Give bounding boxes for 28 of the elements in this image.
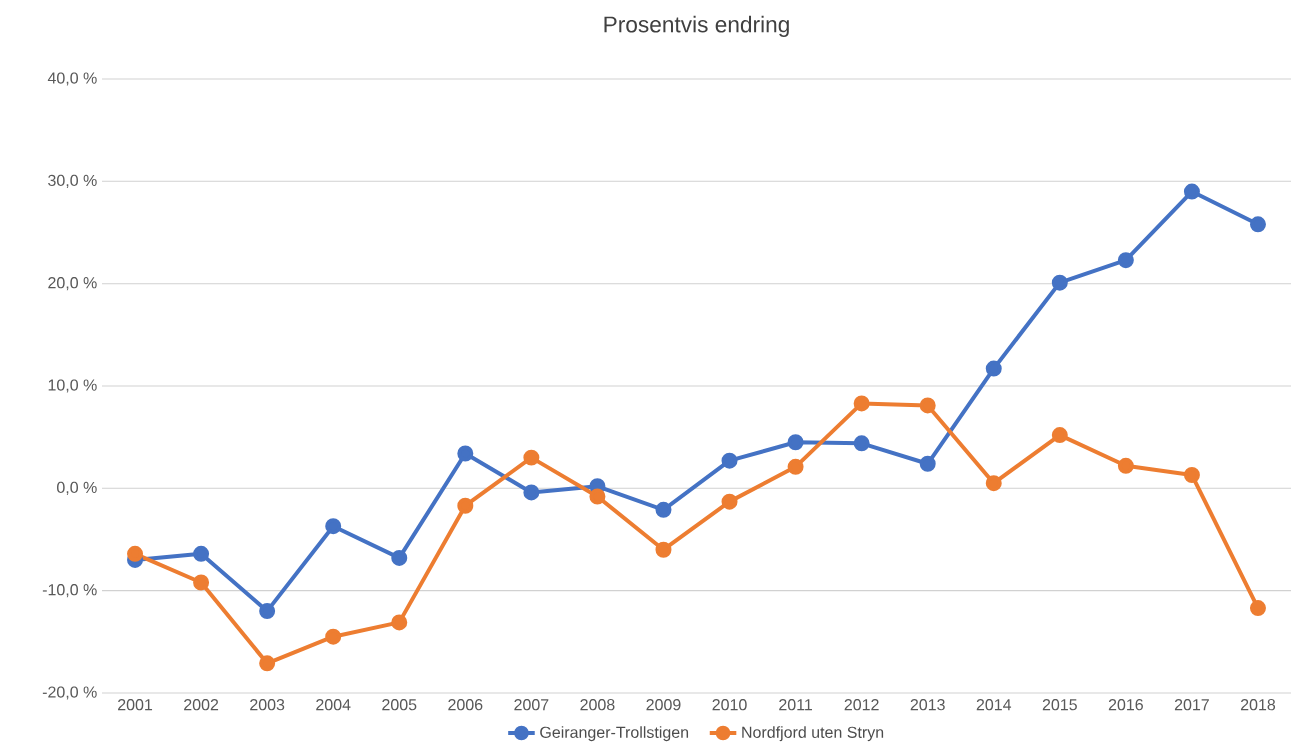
x-tick-label: 2011 [779, 699, 812, 711]
y-tick-label: -20,0 % [42, 686, 97, 700]
x-tick-label: 2016 [1108, 699, 1143, 711]
x-tick-label: 2005 [382, 699, 417, 711]
y-tick-label: 30,0 % [48, 174, 97, 188]
x-tick-label: 2004 [316, 699, 351, 711]
x-tick-label: 2007 [514, 699, 549, 711]
x-tick-label: 2003 [250, 699, 285, 711]
y-tick-label: 40,0 % [47, 72, 97, 86]
x-tick-label: 2012 [844, 699, 879, 711]
x-tick-label: 2002 [184, 699, 219, 711]
x-tick-label: 2008 [580, 699, 615, 711]
chart-title: Prosentvis endring [604, 15, 789, 37]
x-tick-label: 2006 [448, 699, 483, 711]
x-tick-label: 2010 [712, 699, 747, 711]
x-tick-label: 2015 [1042, 699, 1077, 711]
x-tick-label: 2001 [118, 699, 153, 711]
legend-label: Geiranger-Trollstigen [540, 726, 689, 742]
y-tick-label: -10,0 % [42, 584, 97, 598]
x-tick-label: 2014 [976, 699, 1012, 711]
x-tick-label: 2009 [646, 699, 681, 711]
y-tick-label: 0,0 % [57, 481, 97, 495]
x-tick-label: 2018 [1240, 699, 1276, 711]
y-tick-label: 10,0 % [48, 379, 97, 393]
y-tick-label: 20,0 % [48, 277, 97, 291]
x-tick-label: 2013 [910, 699, 945, 711]
legend-label: Nordfjord uten Stryn [742, 726, 884, 742]
x-tick-label: 2017 [1174, 699, 1209, 711]
